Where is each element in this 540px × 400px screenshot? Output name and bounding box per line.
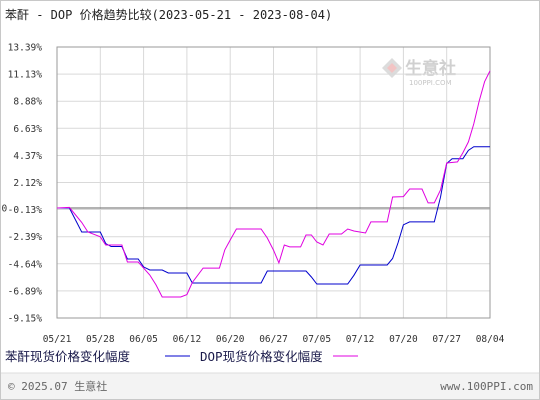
y-tick-label: 13.39% (8, 43, 43, 54)
y-tick-label: -2.39% (8, 232, 43, 243)
y-tick-label: -9.15% (8, 314, 43, 325)
footer-site: www.100PPI.com (440, 380, 533, 393)
y-tick-label: 6.63% (13, 124, 42, 135)
plot-border (56, 46, 491, 319)
y-axis-tick-labels: 13.39% 11.13% 8.88% 6.63% 4.37% 2.12% -0.13% -2… (8, 43, 43, 325)
footer-copyright: © 2025.07 生意社 (8, 379, 107, 393)
x-tick-label: 06/20 (216, 334, 245, 345)
x-tick-label: 06/05 (129, 334, 158, 345)
series-lines (56, 70, 491, 298)
footer: © 2025.07 生意社 www.100PPI.com (1, 372, 539, 399)
x-tick-label: 05/21 (43, 334, 72, 345)
series-line-phthalic-anhydride (57, 146, 490, 285)
x-axis-tick-labels: 05/21 05/28 06/05 06/12 06/20 06/27 07/05 07/12… (43, 334, 505, 345)
legend-label-phthalic-anhydride: 苯酐现货价格变化幅度 (5, 349, 131, 364)
x-tick-label: 05/28 (86, 334, 115, 345)
y-tick-label: -6.89% (8, 286, 43, 297)
watermark-site: 100PPI.COM (409, 79, 452, 87)
x-tick-label: 07/27 (432, 334, 461, 345)
x-tick-label: 07/20 (389, 334, 418, 345)
y-tick-label: -0.13% (8, 205, 43, 216)
series-line-dop (56, 70, 491, 298)
y-tick-label: 4.37% (13, 151, 42, 162)
x-tick-label: 06/27 (259, 334, 288, 345)
watermark-logo-icon (382, 58, 402, 78)
x-tick-label: 08/04 (476, 334, 505, 345)
y-tick-label: 11.13% (8, 70, 43, 81)
y-tick-label: -4.64% (8, 259, 43, 270)
x-tick-label: 06/12 (173, 334, 202, 345)
x-tick-label: 07/12 (346, 334, 375, 345)
y-tick-label: 2.12% (13, 178, 42, 189)
x-tick-label: 07/05 (302, 334, 331, 345)
legend: 苯酐现货价格变化幅度 DOP现货价格变化幅度 (5, 349, 358, 364)
chart-title: 苯酐 - DOP 价格趋势比较(2023-05-21 - 2023-08-04) (5, 7, 332, 22)
legend-label-dop: DOP现货价格变化幅度 (200, 349, 323, 364)
watermark-brand: 生意社 (405, 58, 456, 79)
zero-label: 0 (2, 203, 8, 214)
footer-bar (1, 373, 539, 399)
y-tick-label: 8.88% (13, 97, 42, 108)
